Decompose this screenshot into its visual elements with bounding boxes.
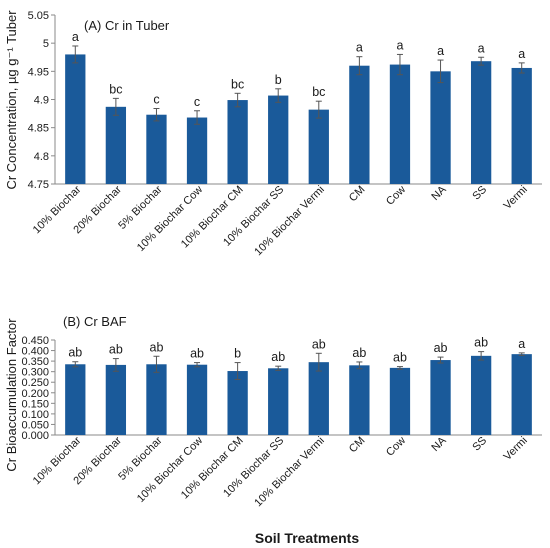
y-tick-label: 0.250 <box>21 377 49 389</box>
y-tick-label: 4.75 <box>28 179 49 191</box>
significance-label: a <box>518 337 525 351</box>
bar <box>430 71 451 184</box>
category-label: 10% Biochar Vermi <box>252 435 327 510</box>
y-axis-label: Cr Concentration, µg g⁻¹ Tuber <box>4 10 19 190</box>
significance-label: a <box>72 30 79 44</box>
significance-label: ab <box>190 347 204 361</box>
panel-a: (A) Cr in Tuber Cr Concentration, µg g⁻¹ … <box>4 10 542 258</box>
y-tick-label: 0.200 <box>21 388 49 400</box>
significance-label: ab <box>393 351 407 365</box>
significance-label: ab <box>109 343 123 357</box>
bar <box>105 106 127 184</box>
category-label: 10% Biochar Vermi <box>252 184 327 259</box>
bar <box>186 117 208 184</box>
significance-label: ab <box>312 337 326 351</box>
chart-title: (B) Cr BAF <box>63 314 127 329</box>
significance-label: a <box>396 38 403 52</box>
significance-label: c <box>194 95 200 109</box>
y-tick-label: 5 <box>43 38 49 50</box>
category-label: NA <box>429 183 449 203</box>
bar <box>308 109 329 184</box>
bar <box>349 65 370 184</box>
bar <box>268 368 289 435</box>
bar <box>308 362 329 435</box>
bar <box>105 364 127 435</box>
bar <box>146 364 167 435</box>
panel-b: (B) Cr BAF Cr Bioaccumulation Factor 0.000… <box>4 314 542 509</box>
significance-label: ab <box>352 346 366 360</box>
bar <box>227 100 248 184</box>
significance-label: ab <box>150 340 164 354</box>
significance-label: a <box>437 44 444 58</box>
y-tick-label: 0.000 <box>21 430 49 442</box>
bar <box>511 354 532 435</box>
y-tick-label: 0.300 <box>21 367 49 379</box>
y-tick-label: 0.100 <box>21 409 49 421</box>
y-axis-label: Cr Bioaccumulation Factor <box>4 318 19 472</box>
bar <box>186 364 208 435</box>
significance-label: ab <box>68 346 82 360</box>
category-label: Vermi <box>501 184 529 212</box>
y-tick-label: 4.95 <box>28 66 49 78</box>
significance-label: ab <box>434 341 448 355</box>
significance-label: bc <box>231 77 244 91</box>
significance-label: ab <box>474 336 488 350</box>
y-tick-label: 4.9 <box>34 95 49 107</box>
category-label: Cow <box>384 435 408 459</box>
significance-label: c <box>153 93 159 107</box>
bar <box>470 355 492 435</box>
bar <box>470 61 492 185</box>
y-tick-label: 0.450 <box>21 335 49 347</box>
bar <box>511 67 532 184</box>
significance-label: a <box>356 41 363 55</box>
significance-label: b <box>275 73 282 87</box>
bar <box>65 54 86 184</box>
y-tick-label: 4.85 <box>28 123 49 135</box>
category-label: NA <box>429 434 449 454</box>
significance-label: bc <box>109 82 122 96</box>
y-tick-label: 0.350 <box>21 356 49 368</box>
y-tick-label: 0.400 <box>21 346 49 358</box>
y-tick-label: 5.05 <box>28 10 49 22</box>
significance-label: a <box>518 47 525 61</box>
significance-label: b <box>234 347 241 361</box>
y-tick-label: 4.8 <box>34 151 49 163</box>
y-tick-label: 0.150 <box>21 398 49 410</box>
chart-title: (A) Cr in Tuber <box>84 18 170 33</box>
bar <box>349 365 370 435</box>
significance-label: a <box>478 41 485 55</box>
category-label: Cow <box>384 184 408 208</box>
significance-label: ab <box>271 350 285 364</box>
bar <box>389 367 411 435</box>
category-label: Vermi <box>501 435 529 463</box>
bar <box>227 371 248 435</box>
bar <box>65 364 86 435</box>
bar <box>430 360 451 435</box>
y-tick-label: 0.050 <box>21 419 49 431</box>
category-label: CM <box>347 184 368 205</box>
category-label: CM <box>347 435 368 456</box>
bar <box>389 64 411 184</box>
category-label: SS <box>470 435 489 454</box>
bar <box>268 95 289 184</box>
category-label: SS <box>470 184 489 203</box>
significance-label: bc <box>312 85 325 99</box>
x-axis-label: Soil Treatments <box>255 530 359 546</box>
bar <box>146 114 167 184</box>
